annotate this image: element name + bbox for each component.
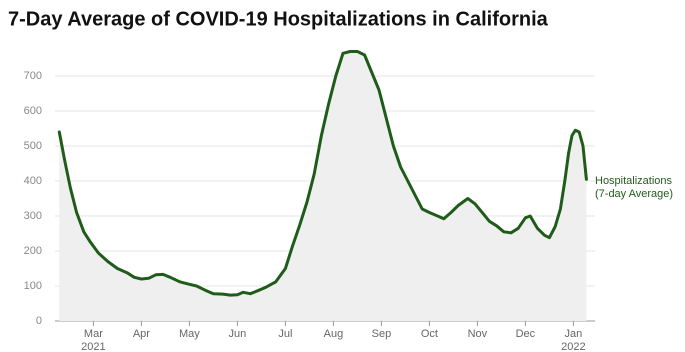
y-tick-label: 500 xyxy=(24,140,42,152)
y-tick-label: 400 xyxy=(24,175,42,187)
y-tick-label: 100 xyxy=(24,280,42,292)
x-tick-label: Aug xyxy=(324,328,344,340)
x-tick-label: May xyxy=(179,328,200,340)
chart-title: 7-Day Average of COVID-19 Hospitalizatio… xyxy=(8,8,549,30)
x-tick-label: Sep xyxy=(372,328,392,340)
x-tick-year: 2022 xyxy=(561,341,585,352)
line xyxy=(57,50,588,297)
y-tick-label: 300 xyxy=(24,210,42,222)
area-fill xyxy=(59,51,587,321)
x-tick-label: Jan xyxy=(565,328,583,340)
y-tick-label: 600 xyxy=(24,105,42,117)
x-tick-year: 2021 xyxy=(81,341,105,352)
x-tick-label: Jul xyxy=(278,328,292,340)
x-tick-label: Nov xyxy=(468,328,488,340)
series-label: Hospitalizations (7-day Average) xyxy=(595,175,674,200)
x-tick-label: Apr xyxy=(133,328,150,340)
x-tick-label: Dec xyxy=(516,328,536,340)
x-tick-label: Jun xyxy=(229,328,247,340)
y-tick-label: 0 xyxy=(36,315,42,327)
x-tick-label: Mar xyxy=(84,328,103,340)
x-tick-label: Oct xyxy=(421,328,438,340)
y-tick-label: 700 xyxy=(24,70,42,82)
y-tick-label: 200 xyxy=(24,245,42,257)
